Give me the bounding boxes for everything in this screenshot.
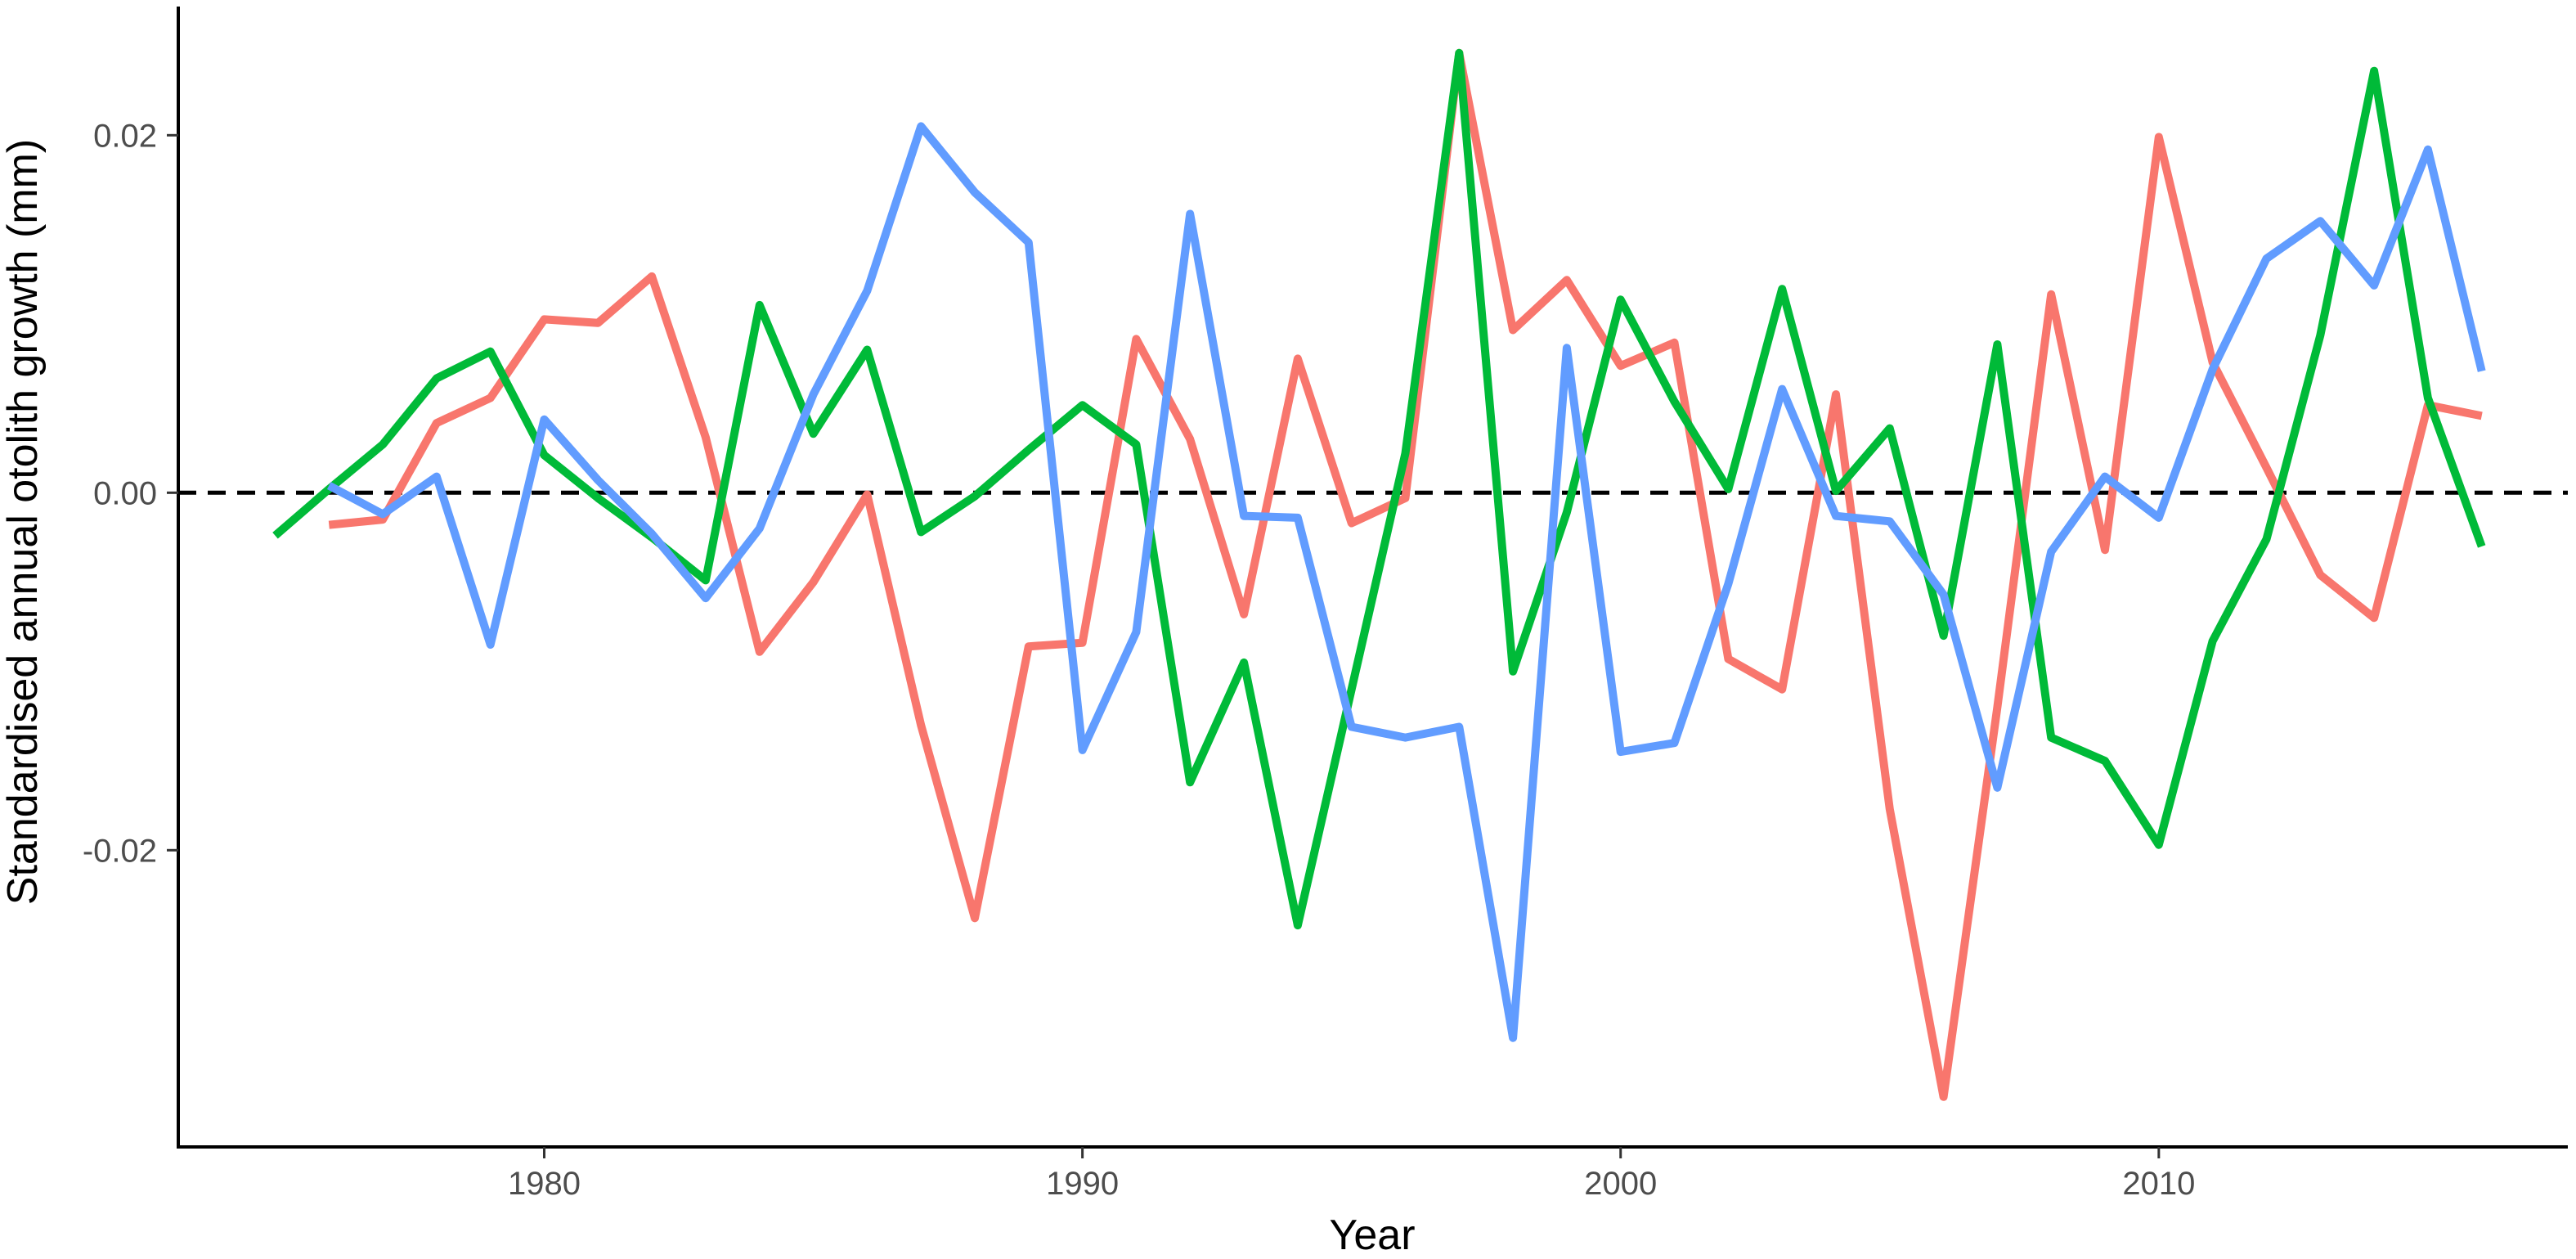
- series-3: [326, 122, 2486, 1042]
- y-axis-title: Standardised annual otolith growth (mm): [0, 139, 47, 905]
- series-1: [328, 48, 2483, 1101]
- series-line: [326, 122, 2486, 1042]
- x-tick-label: 1990: [1046, 1166, 1119, 1202]
- series-layer: [272, 48, 2486, 1101]
- y-tick-label: 0.00: [93, 475, 157, 511]
- series-line: [272, 48, 2486, 930]
- x-tick-label: 2010: [2122, 1166, 2195, 1202]
- x-axis-title: Year: [1329, 1212, 1415, 1259]
- series-2: [272, 48, 2486, 930]
- series-line: [328, 48, 2483, 1101]
- y-tick-label: 0.02: [93, 118, 157, 154]
- axes-layer: -0.02 0.00 0.02 1980 1990 2000 2010: [83, 7, 2568, 1202]
- x-tick-label: 2000: [1584, 1166, 1657, 1202]
- x-tick-label: 1980: [508, 1166, 581, 1202]
- y-tick-label: -0.02: [83, 833, 157, 869]
